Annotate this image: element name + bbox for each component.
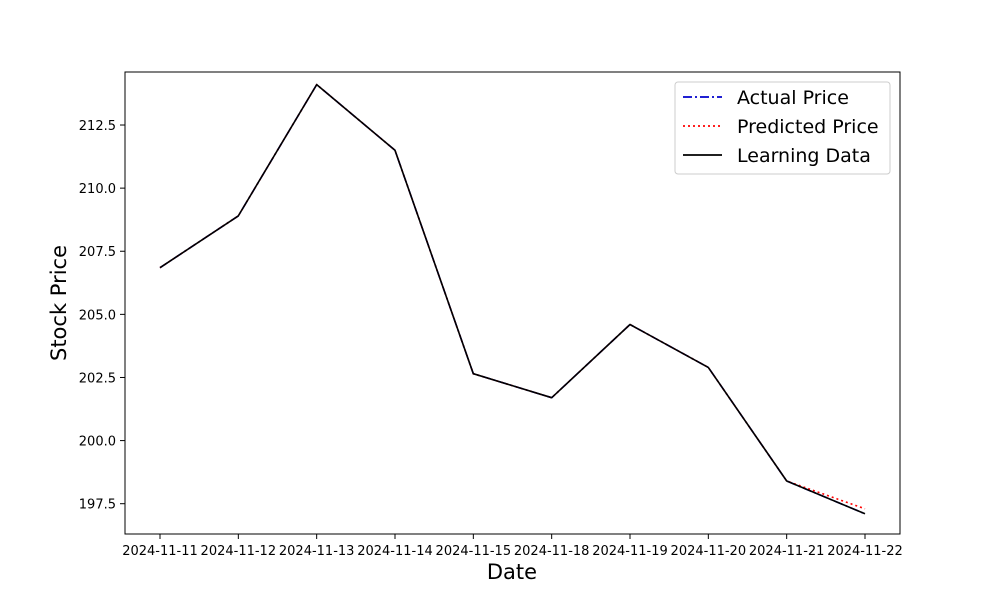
- x-axis-label: Date: [487, 560, 537, 584]
- x-tick-label: 2024-11-11: [122, 544, 198, 559]
- y-tick-label: 197.5: [79, 498, 116, 513]
- x-tick-label: 2024-11-15: [436, 544, 512, 559]
- y-tick-label: 207.5: [79, 245, 116, 260]
- plot-frame: [124, 71, 901, 535]
- x-tick-label: 2024-11-18: [514, 544, 590, 559]
- x-tick-label: 2024-11-22: [827, 544, 903, 559]
- y-tick-label: 205.0: [79, 308, 116, 323]
- y-tick-label: 212.5: [79, 119, 116, 134]
- x-tick-label: 2024-11-20: [671, 544, 747, 559]
- legend-label-learning-data: Learning Data: [737, 145, 871, 167]
- y-tick-label: 202.5: [79, 371, 116, 386]
- legend: Actual Price Predicted Price Learning Data: [674, 81, 891, 175]
- x-tick-label: 2024-11-12: [201, 544, 277, 559]
- legend-label-actual-price: Actual Price: [737, 87, 849, 109]
- y-tick-label: 210.0: [79, 182, 116, 197]
- y-axis-label: Stock Price: [47, 245, 71, 361]
- y-axis: 197.5 200.0 202.5 205.0 207.5 210.0 212.5: [79, 119, 125, 513]
- legend-label-predicted-price: Predicted Price: [737, 116, 879, 138]
- y-tick-label: 200.0: [79, 435, 116, 450]
- series-line-learning-data: [159, 83, 866, 515]
- series-layer: [159, 83, 866, 515]
- x-tick-label: 2024-11-13: [279, 544, 355, 559]
- legend-box: [674, 81, 891, 175]
- x-tick-label: 2024-11-19: [592, 544, 668, 559]
- x-axis: 2024-11-11 2024-11-12 2024-11-13 2024-11-14…: [122, 534, 903, 559]
- x-tick-label: 2024-11-21: [749, 544, 825, 559]
- x-tick-label: 2024-11-14: [357, 544, 433, 559]
